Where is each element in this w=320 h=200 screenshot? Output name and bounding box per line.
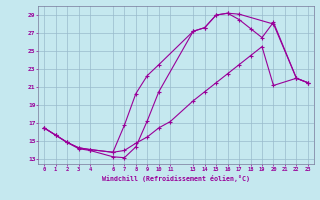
X-axis label: Windchill (Refroidissement éolien,°C): Windchill (Refroidissement éolien,°C) [102,175,250,182]
